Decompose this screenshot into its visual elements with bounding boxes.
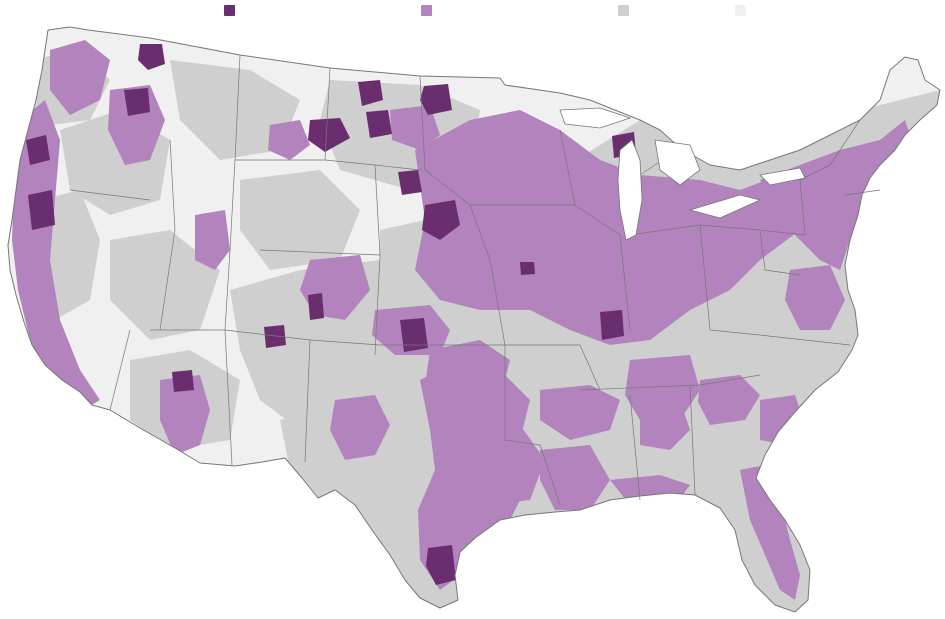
- lake-michigan: [617, 139, 643, 241]
- state-line-19: [629, 394, 641, 501]
- light-purple-region-alabama: [640, 400, 690, 450]
- legend: [0, 0, 945, 20]
- light-purple-region-new-mexico: [330, 395, 390, 460]
- lake-huron: [654, 139, 701, 186]
- dark-purple-region-3: [420, 84, 452, 115]
- light-purple-region-tennessee: [540, 385, 620, 440]
- state-line-22: [699, 224, 851, 346]
- lake-erie: [688, 194, 762, 219]
- state-line-12: [304, 339, 311, 463]
- us-outline: [7, 26, 941, 613]
- light-purple-region-arizona: [160, 375, 210, 455]
- gray-region-mountain-1: [170, 60, 300, 160]
- light-purple-region-midwest: [415, 110, 810, 345]
- legend-swatch-light-gray: [735, 4, 746, 16]
- light-purple-regions: [12, 40, 915, 600]
- lake-ontario: [759, 167, 806, 186]
- map-fill-layer: [8, 27, 940, 612]
- light-purple-region-dallas: [470, 425, 545, 505]
- dark-purple-region-7: [422, 200, 460, 240]
- state-borders: [7, 26, 941, 613]
- dark-purple-region-16: [520, 262, 535, 275]
- lake-superior: [559, 107, 632, 129]
- dark-purple-regions: [26, 44, 636, 585]
- dark-purple-region-12: [172, 370, 194, 392]
- dark-purple-region-1: [138, 44, 165, 70]
- state-line-27: [844, 189, 881, 196]
- state-line-10: [259, 249, 381, 256]
- dark-purple-region-8: [26, 135, 50, 165]
- legend-swatch-gray: [618, 4, 629, 16]
- state-line-17: [505, 344, 601, 391]
- dark-purple-region-13: [426, 545, 456, 585]
- us-map-container: [0, 18, 945, 619]
- light-purple-region-northeast: [760, 120, 915, 270]
- dark-purple-region-9: [28, 190, 55, 230]
- state-line-16: [574, 204, 631, 331]
- state-line-20: [689, 384, 696, 496]
- legend-swatch-dark-purple: [224, 4, 235, 16]
- state-line-26: [829, 119, 861, 166]
- dark-purple-region-6: [398, 170, 422, 195]
- light-purple-region-florida: [740, 465, 800, 600]
- state-line-11: [309, 339, 505, 346]
- light-purple-region-nd: [390, 105, 440, 150]
- light-purple-region-carolina: [698, 375, 760, 425]
- state-line-3: [159, 139, 176, 331]
- legend-swatch-light-purple: [421, 4, 432, 16]
- legend-item-light-gray: [735, 3, 752, 17]
- state-line-4: [69, 189, 151, 201]
- state-line-18: [579, 374, 761, 391]
- state-line-2: [224, 159, 236, 466]
- light-purple-region-oklahoma: [425, 340, 510, 410]
- light-purple-region-mississippi: [540, 445, 610, 510]
- light-purple-region-montana: [268, 120, 310, 160]
- gray-region-plains: [230, 260, 420, 430]
- legend-item-gray: [618, 3, 635, 17]
- gray-region-west-2: [110, 230, 220, 340]
- dark-purple-region-15: [600, 310, 624, 340]
- state-line-5: [150, 329, 311, 341]
- state-line-13: [504, 345, 541, 446]
- dark-purple-region-17: [308, 293, 324, 320]
- light-purple-region-pacific-nw: [50, 40, 110, 115]
- legend-item-dark-purple: [224, 3, 241, 17]
- us-map: [7, 26, 941, 613]
- dark-purple-region-18: [124, 88, 150, 116]
- gray-region-plains-south: [280, 400, 440, 580]
- state-line-6: [324, 67, 331, 161]
- light-purple-region-utah: [195, 210, 230, 270]
- light-purple-region-virginia: [785, 265, 845, 330]
- state-line-1: [234, 54, 241, 161]
- dark-purple-region-4: [366, 110, 392, 138]
- dark-purple-region-2: [358, 80, 383, 106]
- state-line-25: [799, 164, 831, 236]
- state-line-28: [539, 444, 561, 506]
- great-lakes: [559, 107, 806, 241]
- dark-purple-region-5: [308, 118, 350, 152]
- state-line-23: [759, 229, 801, 276]
- dark-purple-region-10: [400, 318, 428, 352]
- dark-purple-region-11: [264, 325, 286, 348]
- light-purple-region-idaho: [108, 85, 165, 165]
- state-line-29: [559, 129, 576, 206]
- state-line-30: [109, 329, 131, 411]
- state-line-21: [629, 224, 806, 236]
- gray-region-mountain-2: [240, 170, 360, 270]
- light-purple-region-west-coast: [12, 100, 100, 412]
- legend-item-light-purple: [421, 3, 438, 17]
